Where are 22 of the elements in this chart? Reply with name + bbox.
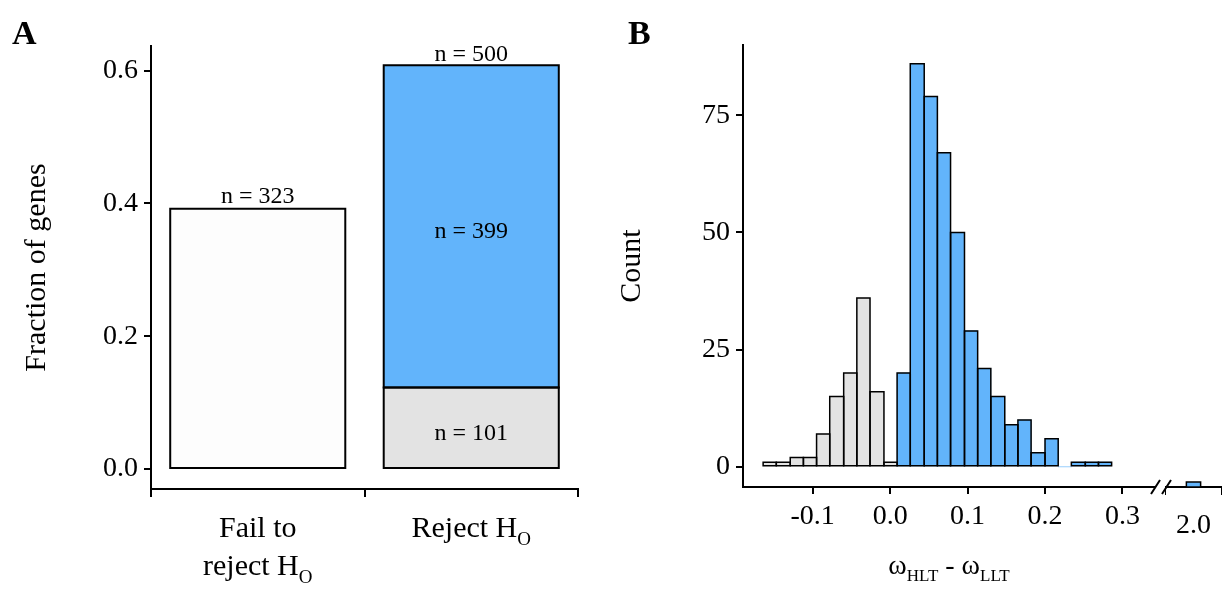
y-tick-label: 0.6	[103, 52, 138, 84]
x-tick-label: 0.0	[872, 499, 908, 531]
chart-title: B	[628, 14, 651, 51]
x-tick-label: -0.1	[790, 499, 835, 531]
annotation: n = 323	[220, 181, 295, 208]
y-tick-label: 0.4	[103, 185, 138, 217]
annotation: n = 500	[434, 40, 509, 67]
text: 2.0	[1176, 508, 1211, 539]
y-tick-label: 0.2	[103, 318, 138, 350]
x-tick-label: 0.1	[950, 499, 986, 531]
y-tick-label: 50	[702, 214, 730, 246]
y-tick-label: 0	[716, 449, 730, 481]
annotation: n = 101	[434, 418, 509, 445]
y-tick-label: 75	[702, 97, 730, 129]
y-axis-title: Fraction of genes	[18, 163, 51, 372]
y-axis-title: Count	[613, 228, 646, 303]
y-tick-label: 0.0	[103, 451, 138, 483]
y-tick-label: 25	[702, 332, 730, 364]
chart-title: A	[12, 14, 37, 51]
annotation: n = 399	[434, 216, 509, 243]
x-tick-label: 0.3	[1104, 499, 1140, 531]
x-tick-label: 0.2	[1027, 499, 1063, 531]
